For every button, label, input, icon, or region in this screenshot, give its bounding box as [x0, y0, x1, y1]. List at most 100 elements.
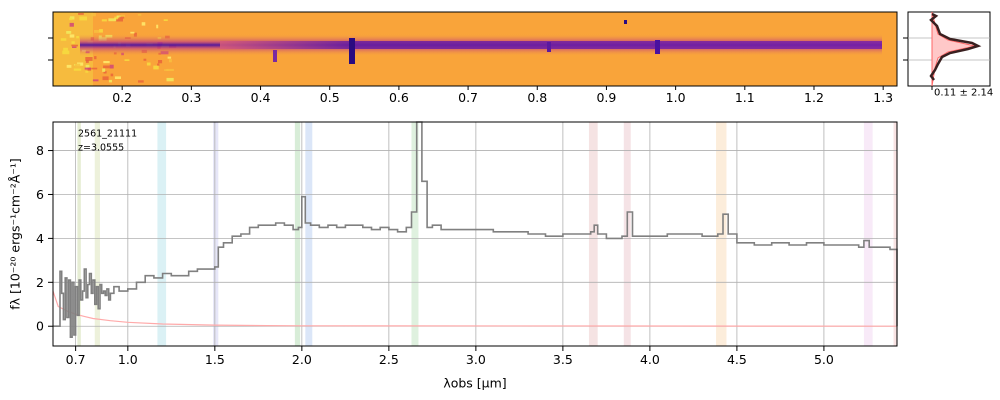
heatmap-x-tick-label: 0.2 [112, 90, 132, 105]
heatmap-noise-pixel [63, 47, 68, 51]
y-tick-label: 8 [36, 143, 44, 158]
heatmap-noise-pixel [79, 16, 87, 21]
x-tick-label: 2.5 [379, 352, 399, 367]
y-axis-label: fλ [10⁻²⁰ ergs⁻¹cm⁻²Å⁻¹] [8, 158, 23, 310]
heatmap-x-tick-label: 0.3 [181, 90, 201, 105]
heatmap-noise-pixel [108, 18, 117, 22]
heatmap-x-tick-label: 0.5 [320, 90, 340, 105]
heatmap-noise-pixel [109, 64, 114, 69]
spectrum-line [53, 121, 898, 338]
x-tick-label: 4.0 [640, 352, 660, 367]
heatmap-noise-pixel [153, 65, 159, 70]
heatmap-noise-pixel [124, 59, 130, 61]
heatmap-noise-pixel [73, 68, 82, 71]
heatmap-noise-pixel [99, 29, 103, 33]
line-band [294, 122, 301, 346]
line-band [863, 122, 873, 346]
heatmap-noise-pixel [76, 36, 79, 39]
heatmap-noise-pixel [94, 56, 97, 60]
heatmap-noise-pixel [60, 38, 67, 41]
y-tick-label: 0 [36, 319, 44, 334]
profile-model-fill [931, 11, 976, 87]
heatmap-noise-pixel [166, 68, 174, 71]
line-band [213, 122, 219, 346]
line-band [411, 122, 419, 346]
heatmap-noise-pixel [85, 64, 90, 69]
heatmap-noise-pixel [92, 79, 99, 82]
heatmap-noise-pixel [84, 67, 91, 70]
x-axis-label: λobs [μm] [443, 376, 506, 391]
heatmap-x-tick-label: 1.2 [804, 90, 824, 105]
heatmap-noise-pixel [103, 65, 110, 69]
heatmap-noise-pixel [69, 22, 74, 27]
heatmap-noise-pixel [66, 64, 72, 68]
spectrum-2d-panel: 0.2 0.3 0.4 0.5 0.6 0.7 0.8 0.9 1.0 1.1 1.2 1.3 [48, 11, 898, 105]
heatmap-noise-pixel [163, 19, 168, 21]
line-band [305, 122, 313, 346]
heatmap-noise-pixel [116, 15, 121, 18]
heatmap-noise-pixel [101, 19, 107, 22]
line-bands [77, 122, 897, 346]
heatmap-noise-pixel [169, 59, 172, 63]
heatmap-x-tick-label: 1.0 [666, 90, 686, 105]
line-band [77, 122, 81, 346]
heatmap-emission-feature [547, 42, 551, 52]
heatmap-x-tick-label: 0.9 [596, 90, 616, 105]
line-band [588, 122, 598, 346]
heatmap-noise-pixel [141, 22, 146, 26]
heatmap-noise-pixel [71, 41, 75, 44]
x-tick-label: 0.7 [66, 352, 86, 367]
object-id-label: 2561_21111 [78, 129, 137, 140]
heatmap-noise-pixel [158, 60, 163, 64]
profile-annotation: 0.11 ± 2.14 [934, 87, 993, 98]
heatmap-noise-pixel [91, 13, 96, 17]
x-tick-label: 3.5 [553, 352, 573, 367]
heatmap-frame [52, 11, 898, 87]
heatmap-noise-pixel [130, 31, 135, 34]
heatmap-noise-pixel [69, 34, 75, 38]
heatmap-x-tick-label: 0.8 [527, 90, 547, 105]
heatmap-noise-pixel [108, 79, 112, 83]
heatmap-emission-feature [273, 50, 277, 62]
y-tick-label: 6 [36, 187, 44, 202]
heatmap-noise-pixel [143, 58, 147, 61]
heatmap-noise-pixel [156, 24, 159, 29]
line-band [893, 122, 897, 346]
x-tick-label: 1.0 [118, 352, 138, 367]
heatmap-noise-pixel [102, 76, 109, 81]
heatmap-x-tick-label: 0.7 [458, 90, 478, 105]
heatmap-noise-pixel [167, 56, 172, 59]
heatmap-noise-pixel [78, 13, 84, 15]
heatmap-noise-pixel [103, 71, 107, 74]
heatmap-noise-pixel [85, 71, 89, 73]
heatmap-noise-pixel [114, 16, 118, 20]
heatmap-noise-pixel [119, 16, 125, 19]
heatmap-noise-pixel [137, 13, 142, 16]
line-band [157, 122, 167, 346]
heatmap-emission-oiii [655, 40, 660, 54]
heatmap-noise-pixel [62, 50, 70, 55]
heatmap-noise-pixel [138, 80, 144, 83]
heatmap-noise-pixel [114, 76, 121, 79]
heatmap-noise-pixel [66, 31, 72, 34]
heatmap-x-tick-label: 1.1 [735, 90, 755, 105]
line-band [94, 122, 100, 346]
grid [53, 122, 897, 346]
heatmap-noise-pixel [146, 62, 151, 66]
y-axis-ticks: 0 2 4 6 8 [36, 143, 53, 334]
heatmap-noise-pixel [102, 68, 106, 72]
spectrum-frame [52, 121, 898, 347]
heatmap-noise-pixel [166, 77, 174, 82]
heatmap-hot-pixel [624, 20, 627, 24]
x-tick-label: 3.0 [466, 352, 486, 367]
heatmap-noise-pixel [110, 73, 114, 77]
x-tick-label: 4.5 [727, 352, 747, 367]
profile-panel: 0.11 ± 2.14 [903, 11, 993, 98]
y-tick-label: 2 [36, 275, 44, 290]
spectrum-1d-panel: 0.7 1.0 1.5 2.0 2.5 3.0 3.5 4.0 4.5 5.0 0 2 4 6 8 256… [8, 121, 898, 391]
redshift-label: z=3.0555 [78, 143, 124, 154]
y-tick-label: 4 [36, 231, 44, 246]
x-tick-label: 5.0 [814, 352, 834, 367]
model-line [52, 290, 898, 327]
